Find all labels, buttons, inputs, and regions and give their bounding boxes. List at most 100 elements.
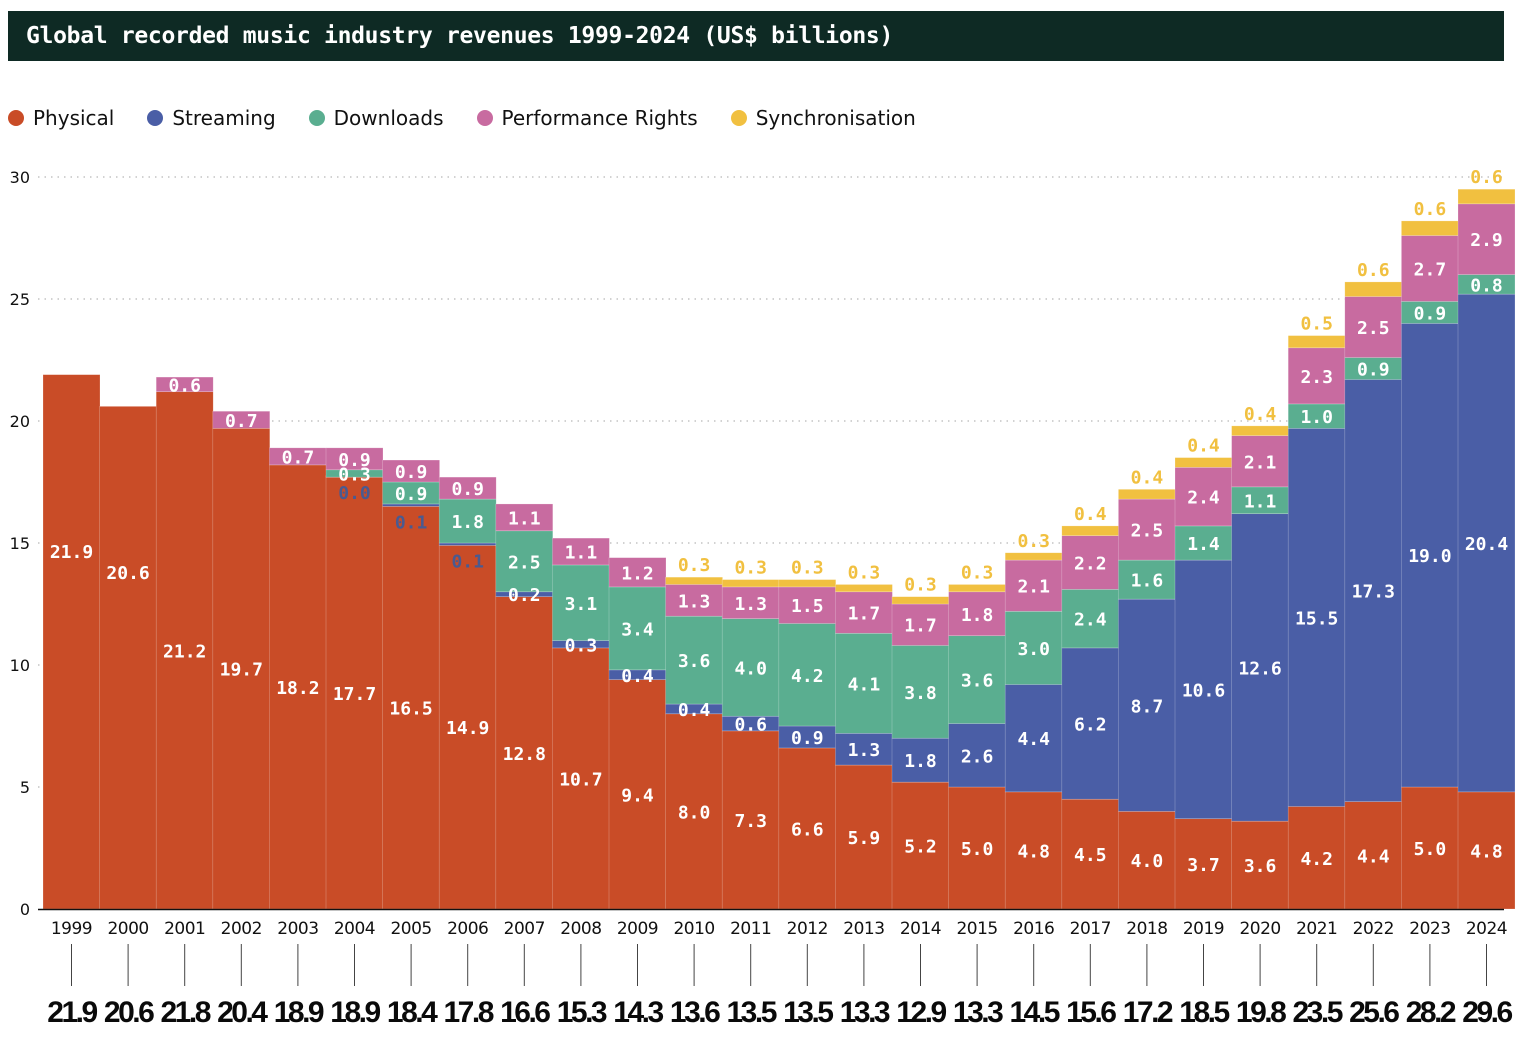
bar-segment-downloads (608, 586, 667, 671)
bar-segment-physical (665, 713, 723, 910)
physical-dot-icon (8, 110, 24, 126)
bar-segment-streaming (1174, 559, 1233, 820)
bar-segment-streaming (1061, 647, 1120, 800)
data-label-downloads: 2.5 (508, 552, 541, 573)
bar-segment-downloads (1118, 559, 1176, 600)
data-label-physical: 12.8 (503, 744, 546, 765)
data-label-physical: 21.2 (163, 641, 206, 662)
data-label-downloads: 4.2 (791, 666, 824, 687)
total-label-2021: 23.5 (1293, 996, 1343, 1029)
bar-segment-physical (1231, 820, 1289, 910)
bar-segment-downloads (835, 632, 893, 734)
y-tick-label-5: 5 (20, 778, 30, 797)
bar-segment-physical (778, 747, 837, 910)
bar-segment-performance (948, 591, 1006, 637)
total-label-2009: 14.3 (613, 996, 663, 1029)
bar-segment-performance (1174, 467, 1233, 527)
x-tick-label-2001: 2001 (164, 919, 205, 939)
data-label-performance: 2.5 (1131, 521, 1164, 542)
data-label-sync: 0.6 (1414, 199, 1447, 220)
x-tick-label-2017: 2017 (1070, 919, 1111, 939)
data-label-sync: 0.3 (961, 562, 994, 583)
data-label-sync: 0.4 (1187, 436, 1220, 457)
total-label-2007: 16.6 (500, 996, 550, 1029)
total-label-2011: 13.5 (727, 996, 777, 1029)
data-label-performance: 0.7 (282, 447, 315, 468)
total-label-2015: 13.3 (953, 996, 1003, 1029)
x-tick-label-2014: 2014 (900, 919, 941, 939)
bar-group-2024: 4.8 20.4 0.8 2.9 0.6 (1457, 167, 1516, 910)
bar-segment-streaming (891, 737, 950, 783)
x-tick-label-2020: 2020 (1239, 919, 1280, 939)
data-label-streaming: 0.6 (734, 715, 767, 736)
x-tick-label-2013: 2013 (843, 919, 884, 939)
data-label-performance: 1.7 (904, 616, 937, 637)
bar-segment-downloads (1174, 525, 1233, 561)
x-tick-label-2009: 2009 (617, 919, 658, 939)
data-label-physical: 4.4 (1357, 846, 1390, 867)
total-label-2004: 18.9 (330, 996, 380, 1029)
bar-segment-sync (1231, 425, 1289, 436)
bar-group-2005: 16.5 0.1 0.90.9 (382, 459, 440, 910)
x-tick-label-2003: 2003 (277, 919, 318, 939)
bar-segment-physical (438, 545, 497, 910)
bar-segment-physical (1061, 798, 1120, 910)
bar-segment-physical (325, 476, 384, 910)
x-tick-label-2005: 2005 (390, 919, 431, 939)
bar-group-2007: 12.8 0.2 2.5 1.1 (495, 503, 554, 910)
data-label-physical: 20.6 (106, 563, 149, 584)
bar-group-2016: 4.8 4.4 3.0 2.1 0.3 (1004, 531, 1063, 910)
total-label-2001: 21.8 (161, 996, 211, 1029)
data-label-downloads: 0.3 (338, 464, 371, 485)
y-tick-label-10: 10 (10, 656, 30, 675)
data-label-physical: 9.4 (621, 785, 654, 806)
bar-segment-physical (608, 679, 667, 910)
data-label-streaming: 4.4 (1017, 729, 1050, 750)
data-label-physical: 6.6 (791, 819, 824, 840)
total-label-2008: 15.3 (557, 996, 607, 1029)
bar-segment-physical (155, 391, 214, 910)
data-label-downloads: 3.8 (904, 683, 937, 704)
bar-segment-downloads (778, 623, 837, 727)
data-label-sync: 0.4 (1131, 467, 1164, 488)
data-label-sync: 0.3 (904, 575, 937, 596)
data-label-downloads: 3.1 (565, 594, 598, 615)
bar-group-2008: 10.7 0.3 3.1 1.1 (552, 537, 610, 910)
data-label-streaming: 19.0 (1408, 546, 1451, 567)
data-label-downloads: 1.1 (1244, 491, 1277, 512)
bar-group-2021: 4.2 15.5 1.0 2.3 0.5 (1287, 314, 1346, 910)
bar-segment-physical (495, 596, 554, 910)
x-tick-label-2018: 2018 (1126, 919, 1167, 939)
legend-item-downloads: Downloads (308, 106, 444, 130)
bar-segment-performance (552, 537, 610, 566)
data-label-downloads: 2.4 (1074, 610, 1107, 631)
data-label-performance: 0.9 (451, 479, 484, 500)
bar-group-2010: 8.0 0.4 3.6 1.3 0.3 (665, 555, 723, 910)
x-tick-label-2000: 2000 (107, 919, 148, 939)
data-label-physical: 10.7 (559, 769, 602, 790)
total-label-2002: 20.4 (217, 996, 268, 1029)
x-tick-label-2002: 2002 (221, 919, 262, 939)
bar-segment-physical (42, 374, 101, 910)
bar-segment-streaming (1287, 428, 1346, 807)
bar-segment-sync (1118, 489, 1176, 500)
legend-label-performance: Performance Rights (501, 106, 698, 130)
data-label-downloads: 4.1 (848, 674, 881, 695)
data-label-performance: 0.6 (168, 375, 201, 396)
data-label-performance: 2.3 (1300, 367, 1333, 388)
x-tick-label-2024: 2024 (1466, 919, 1507, 939)
data-label-streaming: 0.0 (338, 483, 371, 504)
bar-group-1999: 21.9 (42, 374, 101, 910)
bar-segment-physical (1004, 791, 1063, 910)
bar-segment-downloads (495, 530, 554, 593)
data-label-sync: 0.6 (1470, 167, 1503, 188)
data-label-physical: 17.7 (333, 684, 376, 705)
x-tick-label-2006: 2006 (447, 919, 488, 939)
data-label-sync: 0.4 (1244, 404, 1277, 425)
bar-segment-sync (1287, 335, 1346, 349)
total-label-2023: 28.2 (1406, 996, 1456, 1029)
bar-segment-physical (99, 406, 157, 910)
data-label-physical: 16.5 (389, 699, 432, 720)
bar-segment-streaming (438, 542, 497, 546)
bar-group-2002: 19.7 0.7 (212, 411, 271, 910)
